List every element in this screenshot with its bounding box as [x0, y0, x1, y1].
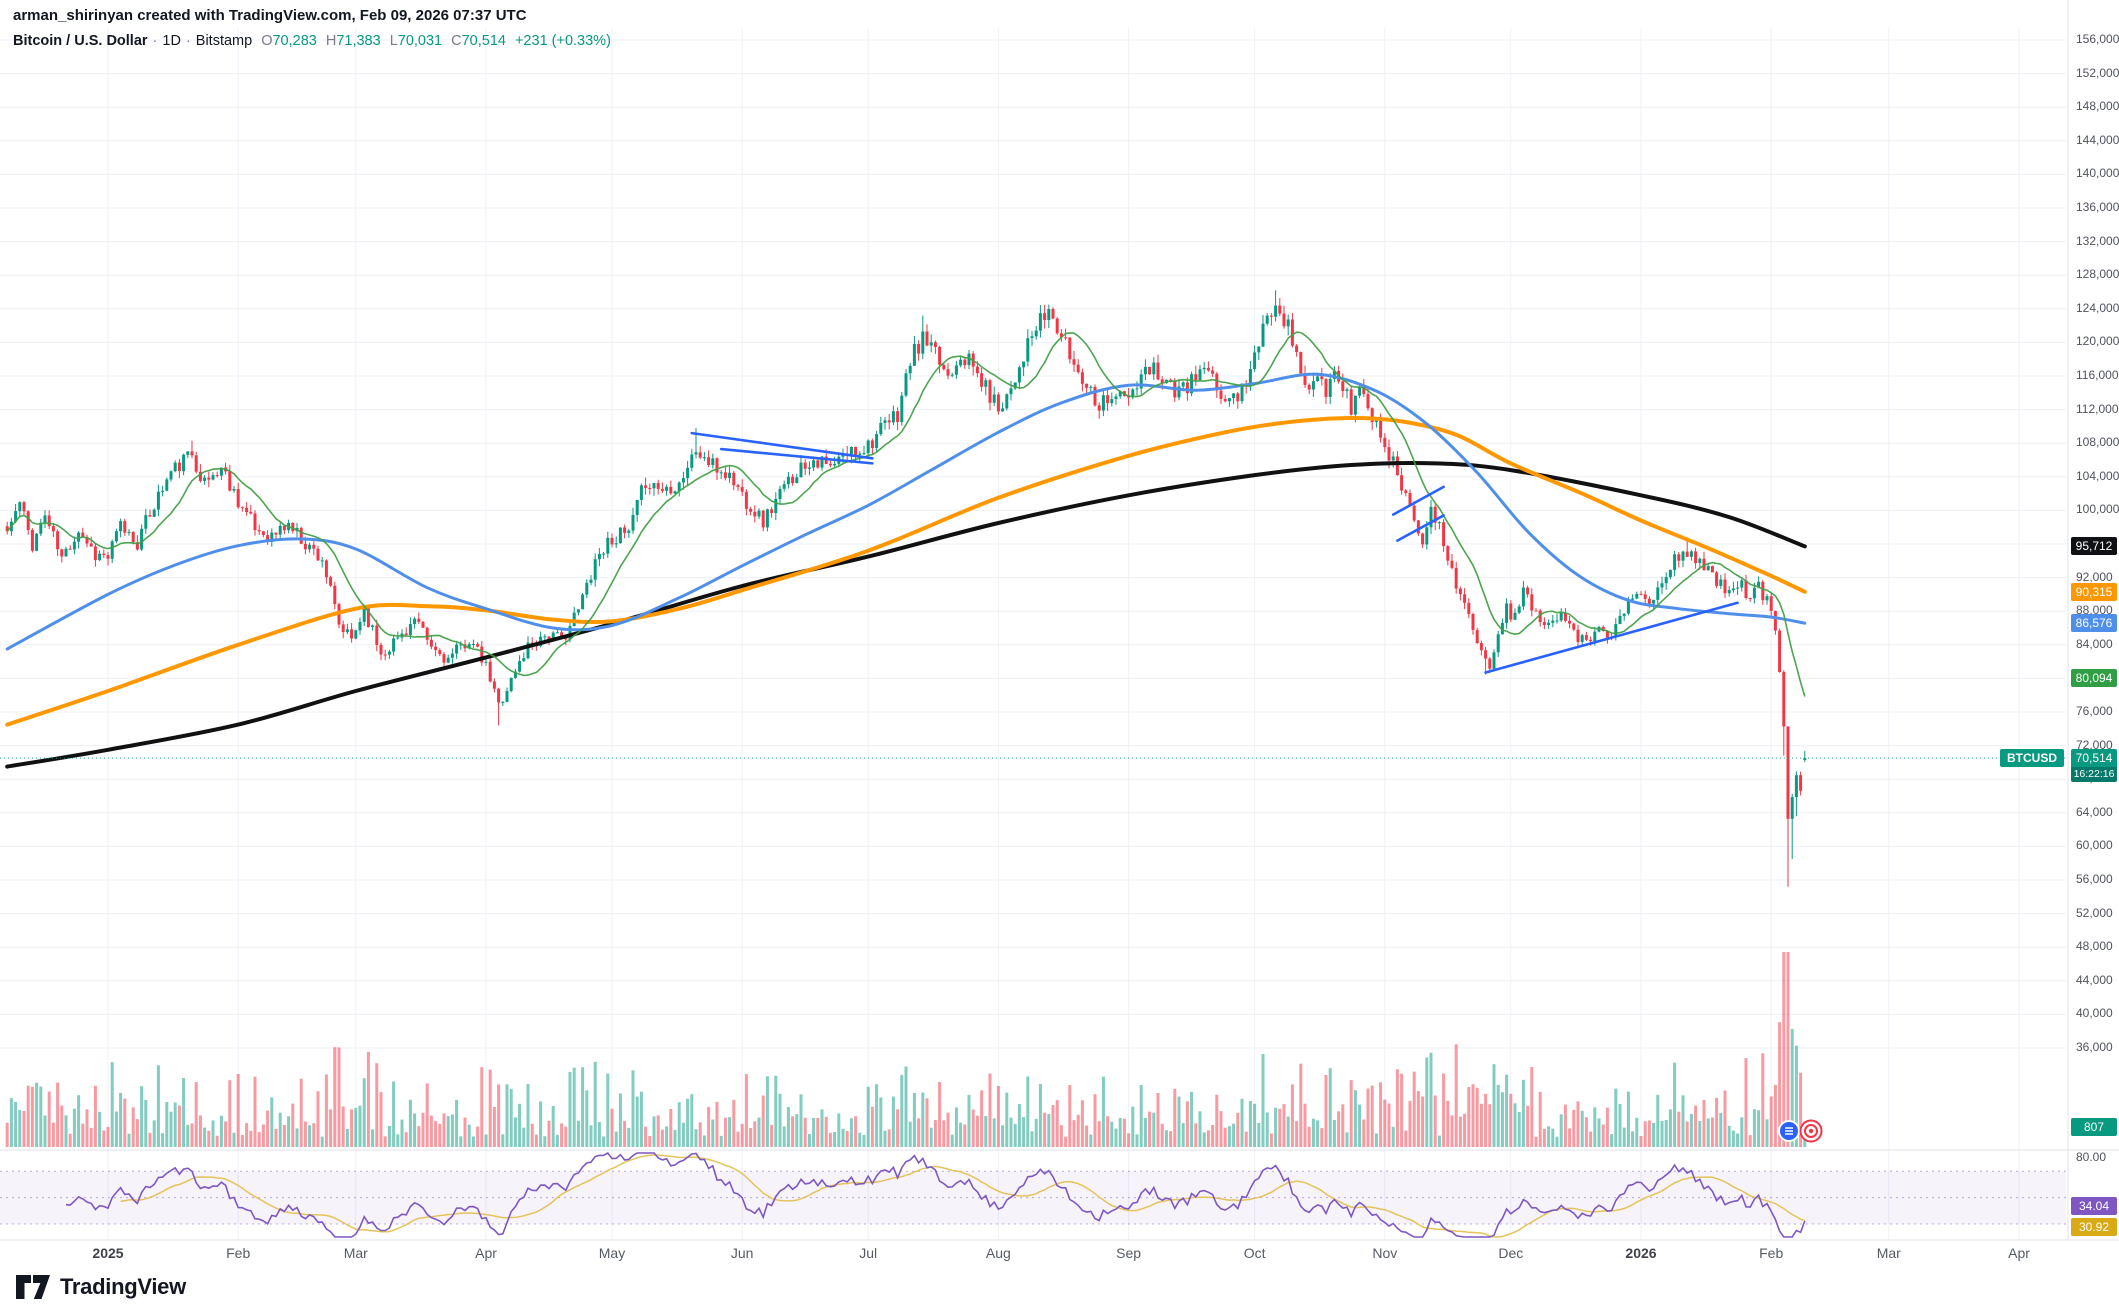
byline: arman_shirinyan created with TradingView…: [13, 7, 527, 24]
price-tick-label: 104,000: [2076, 468, 2119, 483]
price-tick-label: 92,000: [2076, 569, 2113, 584]
high-label: H: [325, 33, 337, 49]
close-label: C: [451, 33, 462, 49]
price-tick-label: 128,000: [2076, 267, 2119, 282]
ma200-price-badge: 95,712: [2071, 537, 2117, 556]
price-tick-label: 136,000: [2076, 200, 2119, 214]
price-tick-label: 40,000: [2076, 1006, 2113, 1021]
rsi-ma-badge: 30.92: [2071, 1218, 2117, 1236]
time-axis-label: Jun: [730, 1245, 754, 1261]
price-tick-label: 36,000: [2076, 1040, 2113, 1054]
volume-value-badge: 807: [2071, 1118, 2117, 1136]
price-tick-label: 56,000: [2076, 872, 2113, 886]
price-tick-label: 112,000: [2076, 401, 2119, 416]
price-tick-label: 76,000: [2076, 704, 2113, 718]
symbol-title[interactable]: Bitcoin / U.S. Dollar: [13, 33, 148, 49]
price-tick-label: 108,000: [2076, 435, 2119, 450]
time-axis-label: 2025: [92, 1245, 124, 1261]
last-price-value: 70,514: [2071, 749, 2117, 768]
time-axis[interactable]: 2025 Feb Mar Apr May Jun Jul Aug Sep Oct Nov Dec 202…: [0, 1241, 2066, 1275]
price-tick-label: 64,000: [2076, 804, 2113, 819]
price-tick-label: 140,000: [2076, 166, 2119, 181]
open-label: O: [261, 33, 273, 49]
price-tick-label: 144,000: [2076, 132, 2119, 147]
price-tick-label: 132,000: [2076, 233, 2119, 248]
price-tick-label: 88,000: [2076, 603, 2113, 618]
price-tick-label: 156,000: [2076, 32, 2119, 46]
tradingview-logo[interactable]: TradingView: [15, 1274, 186, 1300]
time-axis-label: Nov: [1372, 1245, 1398, 1261]
close-value: 70,514: [461, 33, 506, 49]
price-tick-label: 148,000: [2076, 99, 2119, 114]
ma100-line: [5, 415, 1807, 727]
ma50-price-badge: 86,576: [2071, 614, 2117, 633]
interval-label[interactable]: 1D: [162, 33, 181, 49]
time-axis-label: Apr: [475, 1245, 497, 1261]
ma-fast-line: [6, 331, 1806, 697]
sma12-price-badge: 80,094: [2071, 668, 2117, 687]
volume-series: [5, 952, 1807, 1147]
time-axis-label: Oct: [1243, 1245, 1266, 1261]
price-tick-label: 72,000: [2076, 737, 2113, 752]
time-axis-label: Feb: [1759, 1245, 1784, 1261]
candlestick-series: [5, 290, 1807, 887]
open-value: 70,283: [272, 33, 317, 49]
rsi-scale-top-label: 80.00: [2076, 1150, 2107, 1164]
price-tick-label: 84,000: [2076, 636, 2113, 651]
time-axis-label: Dec: [1498, 1245, 1524, 1261]
low-value: 70,031: [397, 33, 443, 49]
low-label: L: [389, 33, 398, 49]
time-axis-label: Sep: [1116, 1245, 1142, 1261]
price-tick-label: 100,000: [2076, 502, 2119, 517]
price-tick-label: 60,000: [2076, 838, 2113, 853]
price-axis[interactable]: 156,000 152,000 148,000 144,000 140,000 136,0…: [2069, 0, 2119, 1240]
event-marker-icons: [1778, 1119, 1823, 1143]
symbol-legend[interactable]: Bitcoin / U.S. Dollar · 1D · Bitstamp O70,283…: [13, 33, 611, 49]
time-axis-label: May: [598, 1245, 626, 1261]
price-tick-label: 116,000: [2076, 368, 2119, 382]
price-tick-label: 152,000: [2076, 65, 2119, 80]
price-tick-label: 120,000: [2076, 334, 2119, 349]
rsi-line: [65, 1151, 1806, 1238]
time-axis-label: Feb: [226, 1245, 251, 1261]
time-axis-label: Mar: [1876, 1245, 1901, 1261]
price-tick-label: 48,000: [2076, 939, 2113, 954]
time-axis-label: Apr: [2008, 1245, 2030, 1261]
bar-countdown: 16:22:16: [2071, 767, 2117, 783]
ma50-line: [5, 372, 1807, 651]
rsi-ma-line: [120, 1154, 1805, 1238]
time-axis-label: 2026: [1625, 1245, 1657, 1261]
change-value: +231 (+0.33%): [514, 33, 611, 49]
separator-dot: ·: [185, 33, 191, 49]
pane-dividers: [0, 0, 2119, 1241]
time-axis-label: Jul: [859, 1245, 878, 1261]
grid-lines: [0, 28, 2066, 1240]
separator-dot: ·: [152, 33, 158, 49]
exchange-label[interactable]: Bitstamp: [195, 33, 253, 49]
price-tick-label: 44,000: [2076, 972, 2113, 987]
ma200-line: [5, 460, 1807, 769]
high-value: 71,383: [336, 33, 381, 49]
trendline-drawings: [690, 431, 1739, 674]
symbol-flag-badge: BTCUSD: [2000, 749, 2064, 768]
time-axis-label: Mar: [343, 1245, 368, 1261]
time-axis-label: Aug: [985, 1245, 1011, 1261]
last-price-badge: 70,514 16:22:16: [2071, 749, 2117, 783]
rsi-value-badge: 34.04: [2071, 1197, 2117, 1215]
tradingview-logo-icon: [16, 1275, 50, 1299]
ma100-price-badge: 90,315: [2071, 582, 2117, 601]
price-tick-label: 124,000: [2076, 300, 2119, 315]
tradingview-wordmark: TradingView: [60, 1274, 186, 1299]
price-tick-label: 52,000: [2076, 905, 2113, 920]
